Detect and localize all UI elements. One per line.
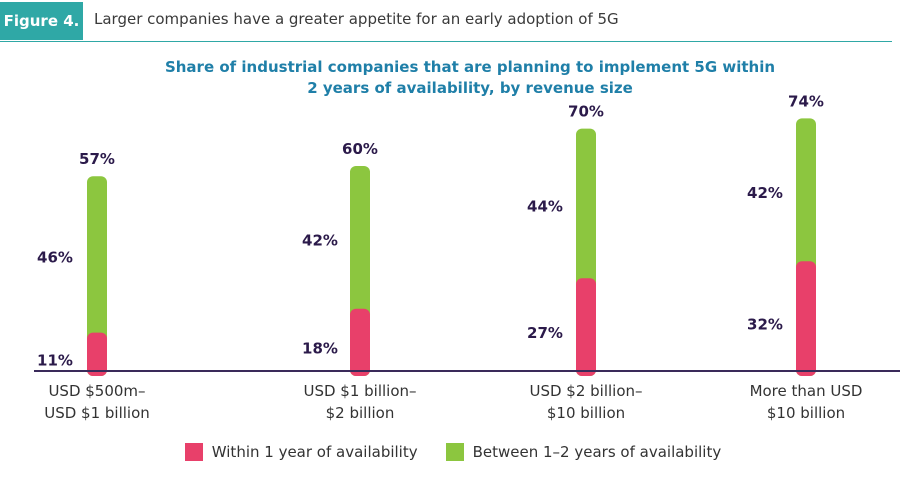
data-label-within-1-year-3: 27%	[527, 324, 563, 342]
bar-between-1-2-years-1	[87, 176, 107, 376]
legend-swatch-between-1-2-years	[445, 443, 464, 461]
bar-within-1-year-4	[796, 261, 816, 376]
category-label-3-line-2: $10 billion	[547, 404, 625, 422]
data-label-between-1-2-years-4: 42%	[747, 184, 783, 202]
total-label-4: 74%	[788, 92, 824, 110]
bar-within-1-year-3	[576, 278, 596, 376]
header-divider	[0, 41, 892, 42]
total-label-1: 57%	[79, 150, 115, 168]
data-label-between-1-2-years-1: 46%	[37, 248, 73, 266]
figure-badge: Figure 4.	[0, 2, 83, 40]
total-label-2: 60%	[342, 140, 378, 158]
chart-title-line-1: Share of industrial companies that are p…	[164, 58, 776, 76]
legend-swatch-within-1-year	[184, 443, 203, 461]
category-label-2-line-2: $2 billion	[326, 404, 395, 422]
figure-title: Larger companies have a greater appetite…	[94, 10, 619, 28]
bar-within-1-year-2	[350, 308, 370, 376]
legend-item-between-1-2-years: Between 1–2 years of availability	[445, 443, 722, 461]
legend-label-between-1-2-years: Between 1–2 years of availability	[472, 443, 722, 461]
figure-header: Figure 4. Larger companies have a greate…	[0, 0, 906, 44]
category-label-1-line-2: USD $1 billion	[44, 404, 150, 422]
chart-legend: Within 1 year of availability Between 1–…	[0, 440, 906, 464]
legend-label-within-1-year: Within 1 year of availability	[211, 443, 418, 461]
category-label-1-line-1: USD $500m–	[48, 382, 145, 400]
category-label-4-line-1: More than USD	[750, 382, 863, 400]
chart-title-line-2: 2 years of availability, by revenue size	[307, 79, 633, 97]
data-label-within-1-year-4: 32%	[747, 316, 783, 334]
bar-within-1-year-1	[87, 332, 107, 376]
data-label-between-1-2-years-2: 42%	[302, 231, 338, 249]
category-label-2-line-1: USD $1 billion–	[303, 382, 416, 400]
data-label-within-1-year-1: 11%	[37, 351, 73, 369]
category-label-4-line-2: $10 billion	[767, 404, 845, 422]
x-axis-baseline	[34, 370, 900, 372]
legend-item-within-1-year: Within 1 year of availability	[184, 443, 418, 461]
category-label-3-line-1: USD $2 billion–	[529, 382, 642, 400]
total-label-3: 70%	[568, 103, 604, 121]
data-label-between-1-2-years-3: 44%	[527, 197, 563, 215]
data-label-within-1-year-2: 18%	[302, 339, 338, 357]
